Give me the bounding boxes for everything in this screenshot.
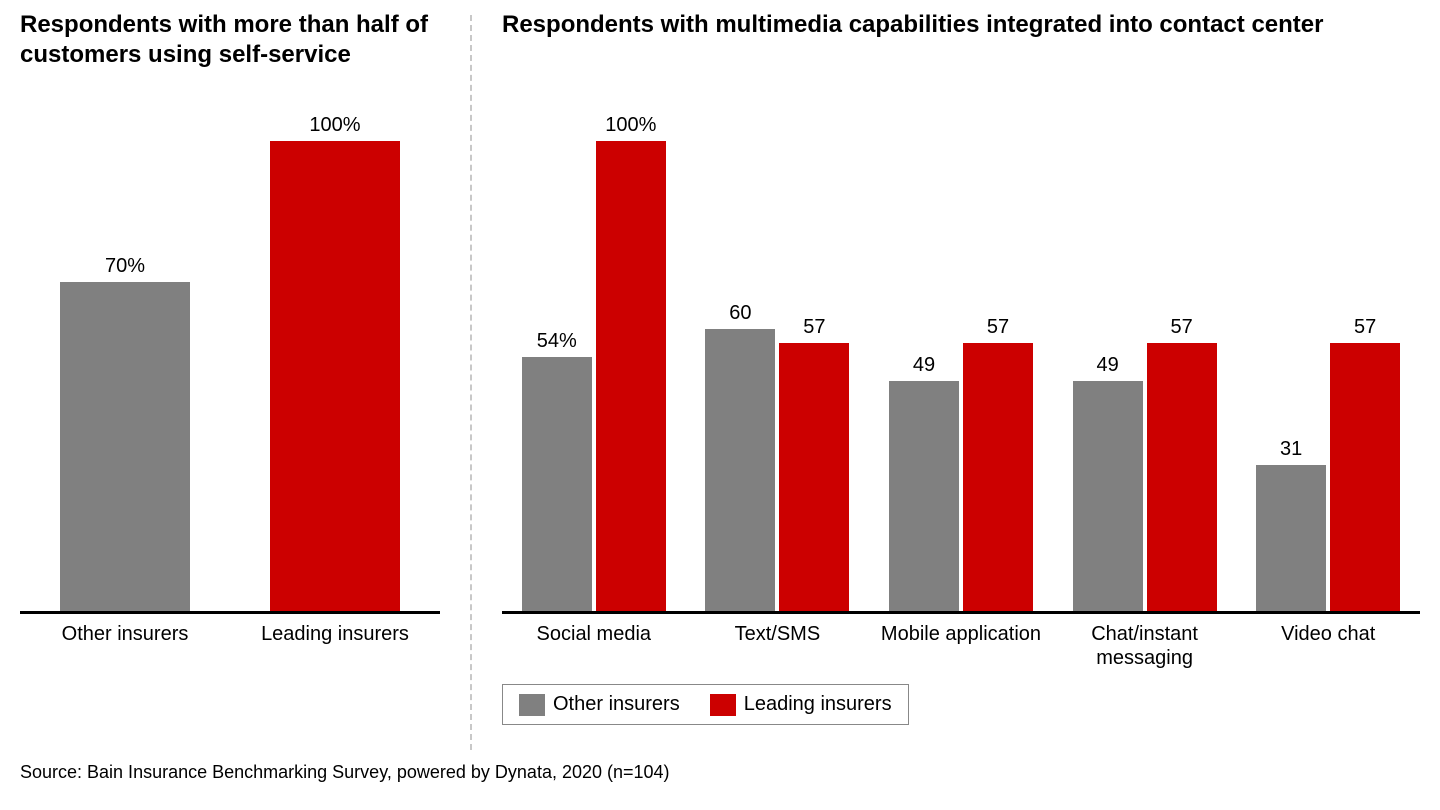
- bar: [779, 343, 849, 611]
- bar: [889, 381, 959, 611]
- panel-divider: [470, 15, 472, 750]
- source-text: Source: Bain Insurance Benchmarking Surv…: [20, 762, 1420, 783]
- legend: Other insurers Leading insurers: [502, 684, 909, 725]
- right-plot-area: 54% 100% 60 57 49 57 49 57 31 57 Social mediaText…: [502, 114, 1420, 750]
- bar: [1147, 343, 1217, 611]
- bar-value-label: 70%: [105, 255, 145, 278]
- category-label: Video chat: [1236, 622, 1420, 670]
- bar-value-label: 57: [803, 316, 825, 339]
- bar: [1256, 465, 1326, 611]
- bar-value-label: 31: [1280, 438, 1302, 461]
- category-label: Other insurers: [20, 622, 230, 646]
- charts-row: Respondents with more than half of custo…: [20, 10, 1420, 750]
- bar: [596, 141, 666, 611]
- legend-item: Other insurers: [519, 693, 680, 716]
- bar-wrap: 49: [889, 354, 959, 611]
- right-chart-title: Respondents with multimedia capabilities…: [502, 10, 1420, 84]
- bar-wrap: 57: [779, 316, 849, 611]
- left-bars-container: 70% 100%: [20, 114, 440, 614]
- category-label: Social media: [502, 622, 686, 670]
- bar-value-label: 49: [913, 354, 935, 377]
- right-category-labels: Social mediaText/SMSMobile applicationCh…: [502, 622, 1420, 670]
- bar-wrap: 54%: [522, 330, 592, 611]
- right-bars-container: 54% 100% 60 57 49 57 49 57 31 57: [502, 114, 1420, 614]
- bar-wrap: 49: [1073, 354, 1143, 611]
- bar-group: 49 57: [889, 316, 1033, 611]
- category-label: Text/SMS: [686, 622, 870, 670]
- bar-value-label: 49: [1096, 354, 1118, 377]
- bar-group: 60 57: [705, 302, 849, 611]
- bar-wrap: 57: [1147, 316, 1217, 611]
- bar-group: 49 57: [1073, 316, 1217, 611]
- bar-value-label: 54%: [537, 330, 577, 353]
- bar-value-label: 57: [987, 316, 1009, 339]
- bar-wrap: 57: [963, 316, 1033, 611]
- bar-value-label: 100%: [605, 114, 656, 137]
- bar: [963, 343, 1033, 611]
- category-label: Chat/instantmessaging: [1053, 622, 1237, 670]
- bar-wrap: 31: [1256, 438, 1326, 611]
- bar-wrap: 60: [705, 302, 775, 611]
- bar-wrap: 100%: [596, 114, 666, 611]
- bar-wrap: 57: [1330, 316, 1400, 611]
- left-plot-area: 70% 100% Other insurersLeading insurers: [20, 114, 440, 750]
- bar-wrap: 70%: [60, 255, 190, 611]
- bar: [60, 282, 190, 611]
- bar: [270, 141, 400, 611]
- left-chart-title: Respondents with more than half of custo…: [20, 10, 440, 84]
- bar: [705, 329, 775, 611]
- legend-label: Other insurers: [553, 693, 680, 716]
- bar: [522, 357, 592, 611]
- legend-swatch: [519, 694, 545, 716]
- bar: [1330, 343, 1400, 611]
- bar-wrap: 100%: [270, 114, 400, 611]
- bar-group: 31 57: [1256, 316, 1400, 611]
- right-panel: Respondents with multimedia capabilities…: [502, 10, 1420, 750]
- bar-group: 54% 100%: [522, 114, 666, 611]
- left-category-labels: Other insurersLeading insurers: [20, 622, 440, 646]
- bar-value-label: 60: [729, 302, 751, 325]
- bar-value-label: 100%: [309, 114, 360, 137]
- category-label: Mobile application: [869, 622, 1053, 670]
- left-panel: Respondents with more than half of custo…: [20, 10, 440, 750]
- bar-value-label: 57: [1354, 316, 1376, 339]
- legend-item: Leading insurers: [710, 693, 892, 716]
- category-label: Leading insurers: [230, 622, 440, 646]
- legend-label: Leading insurers: [744, 693, 892, 716]
- bar: [1073, 381, 1143, 611]
- legend-swatch: [710, 694, 736, 716]
- bar-value-label: 57: [1170, 316, 1192, 339]
